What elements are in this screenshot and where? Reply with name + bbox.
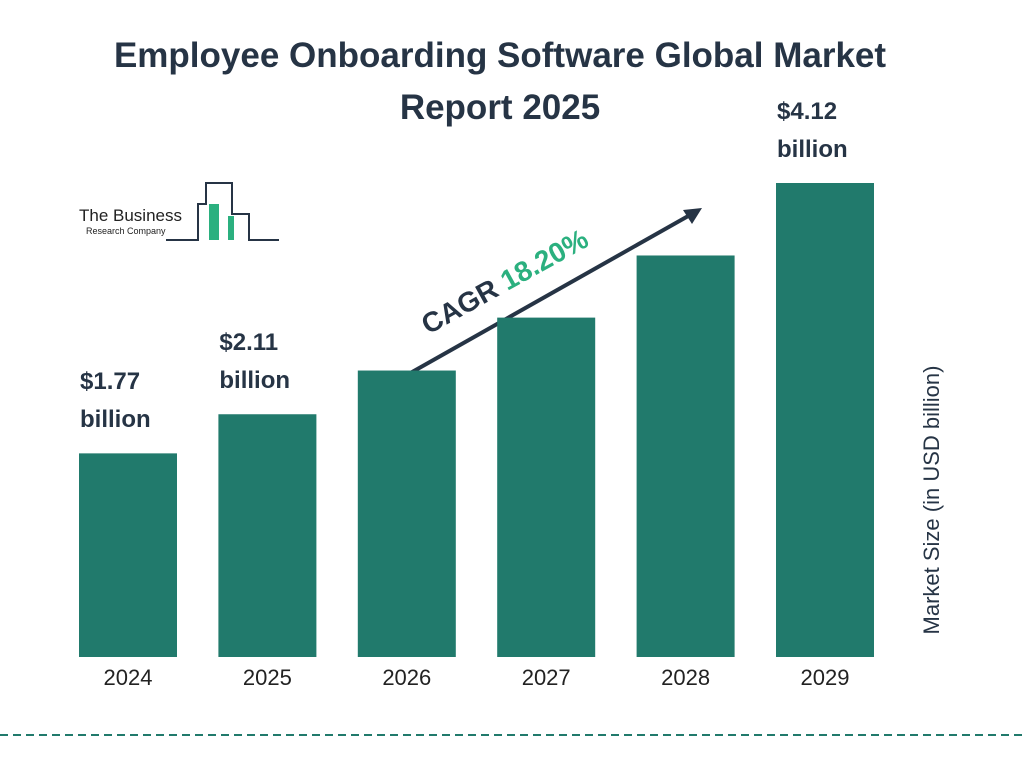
bar [497, 317, 596, 657]
bar [636, 255, 735, 657]
x-tick-label: 2024 [103, 665, 153, 690]
value-label: $4.12 billion [777, 98, 848, 163]
value-label: $1.77 billion [80, 368, 151, 434]
x-tick-label: 2027 [521, 665, 571, 690]
chart-title: Employee Onboarding Software Global Mark… [113, 36, 887, 127]
y-axis-label: Market Size (in USD billion) [919, 365, 944, 635]
value-label: $2.11 billion [219, 329, 291, 395]
bar [79, 453, 177, 657]
bar [776, 183, 874, 657]
x-tick-label: 2026 [382, 665, 432, 690]
bar [218, 414, 317, 657]
x-tick-label: 2028 [661, 665, 711, 690]
x-tick-label: 2025 [242, 665, 292, 690]
arrow-head [683, 208, 702, 224]
cagr-arrow [397, 213, 691, 382]
logo-text: The Business [79, 206, 182, 225]
bar [357, 370, 456, 657]
logo-text: Research Company [86, 226, 166, 236]
logo-mark [166, 182, 279, 241]
x-tick-label: 2029 [800, 665, 850, 690]
